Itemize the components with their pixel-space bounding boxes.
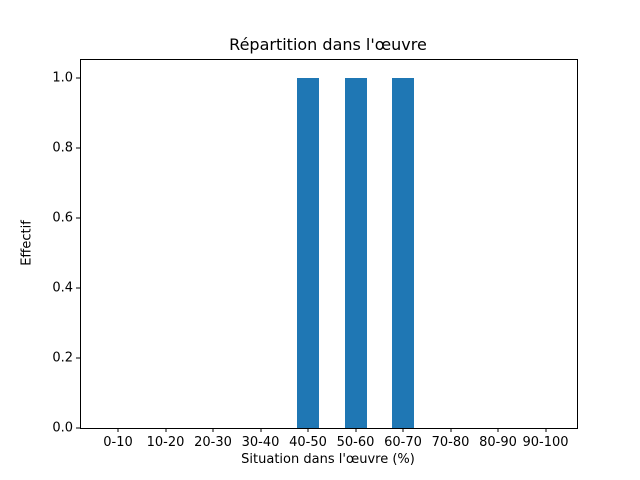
x-axis-label: Situation dans l'œuvre (%) [241,452,415,467]
x-tick-label: 10-20 [146,435,185,450]
y-tick-mark [76,287,80,289]
bar-40-50 [297,77,319,428]
x-tick-mark [307,428,309,432]
y-tick-label: 0.0 [52,420,73,436]
x-tick-mark [260,428,261,432]
x-tick-mark [117,428,119,432]
y-tick-mark [76,427,80,429]
y-tick-mark [76,147,80,149]
y-tick-label: 0.4 [52,280,73,296]
x-tick-label: 20-30 [194,435,232,450]
bar-60-70 [392,77,414,428]
x-tick-mark [165,428,166,432]
x-tick-label: 70-80 [431,435,470,450]
x-tick-label: 40-50 [289,435,327,450]
y-tick-label: 1.0 [52,70,73,86]
x-tick-label: 50-60 [336,435,375,450]
y-tick-mark [76,77,80,79]
x-tick-label: 30-40 [241,435,280,450]
x-tick-mark [450,428,451,432]
x-tick-label: 90-100 [522,435,569,450]
x-tick-label: 80-90 [479,435,517,450]
plot-area: 0-10 10-20 20-30 30-40 40-50 50-60 60-70 70-80 8… [52,59,578,450]
x-tick-mark [402,428,404,432]
y-tick-label: 0.6 [52,210,73,226]
x-tick-mark [355,428,356,432]
y-tick-label: 0.8 [52,140,73,156]
chart-title: Répartition dans l'œuvre [229,35,427,54]
x-tick-mark [497,428,499,432]
y-tick-mark [76,357,80,359]
bar-50-60 [344,77,367,428]
x-tick-label: 0-10 [103,435,133,450]
y-tick-label: 0.2 [52,350,73,366]
x-tick-mark [545,428,546,432]
y-tick-mark [76,217,80,219]
x-tick-mark [212,428,214,432]
y-axis-label: Effectif [19,220,35,266]
x-tick-label: 60-70 [384,435,422,450]
